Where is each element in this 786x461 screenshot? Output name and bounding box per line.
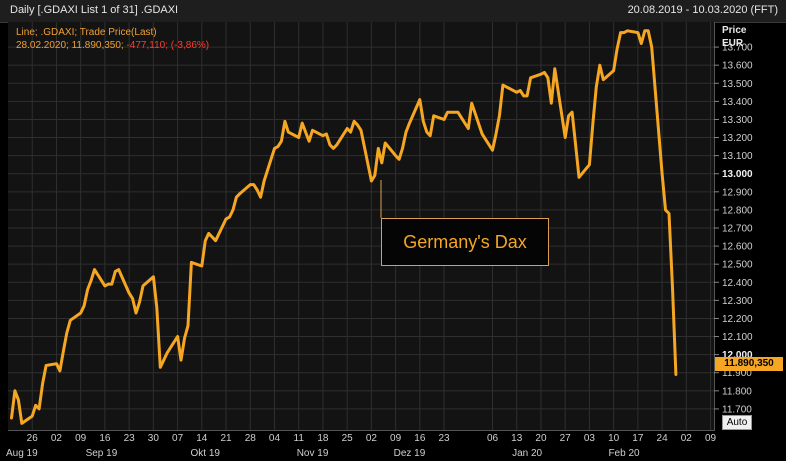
x-month-label: Dez 19 xyxy=(394,448,426,459)
x-tick-label: 30 xyxy=(148,433,160,444)
y-tick-label: 13.000 xyxy=(722,169,753,180)
x-tick-label: 06 xyxy=(487,433,499,444)
y-tick-label: 12.900 xyxy=(722,187,753,198)
x-month-label: Aug 19 xyxy=(6,448,38,459)
x-tick-label: 02 xyxy=(366,433,378,444)
x-tick-label: 09 xyxy=(75,433,87,444)
x-month-label: Jan 20 xyxy=(512,448,542,459)
x-tick-label: 16 xyxy=(99,433,111,444)
x-tick-label: 23 xyxy=(438,433,450,444)
y-tick-label: 11.800 xyxy=(722,386,752,397)
x-tick-label: 14 xyxy=(196,433,208,444)
x-tick-label: 25 xyxy=(342,433,354,444)
y-tick-label: 13.200 xyxy=(722,133,753,144)
currency-label: EUR xyxy=(722,38,744,49)
x-tick-label: 21 xyxy=(220,433,232,444)
x-tick-label: 04 xyxy=(269,433,281,444)
x-tick-label: 20 xyxy=(535,433,547,444)
y-tick-label: 13.700 xyxy=(722,43,753,54)
x-tick-label: 28 xyxy=(245,433,257,444)
y-tick-label: 12.600 xyxy=(722,242,753,253)
x-tick-label: 09 xyxy=(390,433,402,444)
x-month-label: Sep 19 xyxy=(86,448,118,459)
y-tick-label: 11.700 xyxy=(722,404,752,415)
x-tick-label: 18 xyxy=(317,433,329,444)
y-tick-label: 13.500 xyxy=(722,79,753,90)
x-month-label: Feb 20 xyxy=(608,448,640,459)
x-tick-label: 26 xyxy=(27,433,39,444)
x-tick-label: 03 xyxy=(584,433,596,444)
x-tick-label: 07 xyxy=(172,433,184,444)
y-tick-label: 12.200 xyxy=(722,314,753,325)
y-tick-label: 12.500 xyxy=(722,260,753,271)
last-trade-values: 28.02.2020; 11.890,350; xyxy=(16,40,127,51)
x-tick-label: 11 xyxy=(294,433,305,444)
chart-annotation: Germany's Dax xyxy=(381,218,549,266)
price-series-line xyxy=(10,29,678,425)
y-tick-label: 12.800 xyxy=(722,205,753,216)
title-bar: Daily [.GDAXI List 1 of 31] .GDAXI 20.08… xyxy=(0,0,786,23)
x-tick-label: 10 xyxy=(608,433,620,444)
x-tick-label: 23 xyxy=(124,433,136,444)
series-info: Line; .GDAXI; Trade Price(Last) xyxy=(16,27,157,38)
x-month-label: Nov 19 xyxy=(297,448,329,459)
chart-title: Daily [.GDAXI List 1 of 31] .GDAXI xyxy=(10,4,179,16)
x-tick-label: 17 xyxy=(632,433,644,444)
x-tick-label: 02 xyxy=(51,433,63,444)
y-tick-label: 11.900 xyxy=(722,368,752,379)
y-tick-label: 13.600 xyxy=(722,61,753,72)
x-tick-label: 24 xyxy=(657,433,669,444)
x-month-label: Okt 19 xyxy=(191,448,221,459)
date-range: 20.08.2019 - 10.03.2020 (FFT) xyxy=(627,4,778,16)
price-axis-title: Price xyxy=(722,25,747,36)
last-trade-info: 28.02.2020; 11.890,350; -477,110; (-3,86… xyxy=(16,40,209,51)
y-tick-label: 12.700 xyxy=(722,224,753,235)
y-tick-label: 12.300 xyxy=(722,296,753,307)
x-tick-label: 16 xyxy=(414,433,426,444)
last-trade-change: -477,110; (-3,86%) xyxy=(126,40,210,51)
x-tick-label: 27 xyxy=(560,433,572,444)
x-tick-label: 09 xyxy=(705,433,717,444)
y-tick-label: 12.100 xyxy=(722,332,753,343)
x-tick-label: 02 xyxy=(681,433,693,444)
auto-scale-button[interactable]: Auto xyxy=(722,415,752,430)
y-tick-label: 13.100 xyxy=(722,151,753,162)
y-tick-label: 13.300 xyxy=(722,115,753,126)
y-tick-label: 13.400 xyxy=(722,97,753,108)
y-tick-label: 12.000 xyxy=(722,350,753,361)
last-value-badge: 11.890,350 xyxy=(715,357,783,371)
y-tick-label: 12.400 xyxy=(722,278,753,289)
x-tick-label: 13 xyxy=(511,433,523,444)
